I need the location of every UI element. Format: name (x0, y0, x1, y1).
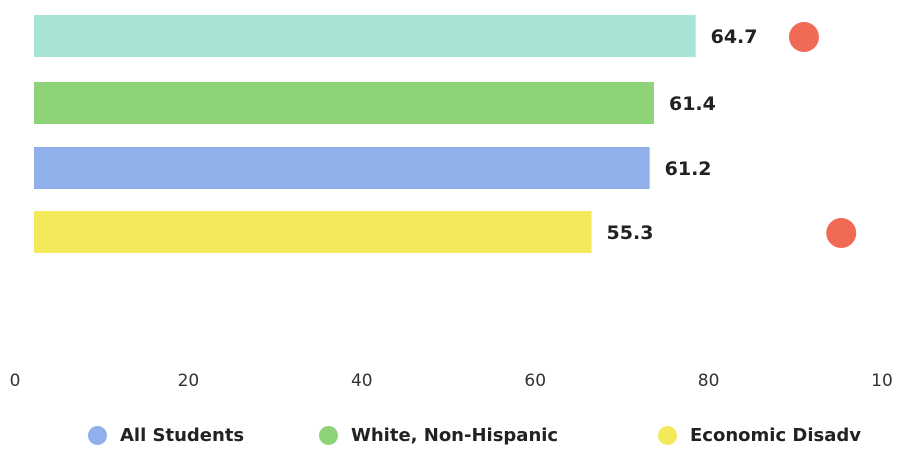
markers-layer (788, 22, 857, 248)
marker-dot-1[interactable] (826, 218, 857, 248)
legend-dot-icon (319, 426, 338, 445)
x-tick-label-1: 20 (178, 371, 200, 391)
bar-value-label-2: 61.2 (665, 158, 712, 180)
bar-0[interactable] (34, 15, 696, 57)
bar-2[interactable] (34, 147, 650, 189)
legend: All Students White, Non-Hispanic Economi… (0, 418, 902, 453)
legend-label: Economic Disadv (690, 425, 861, 446)
legend-item-white-non-hispanic[interactable]: White, Non-Hispanic (319, 425, 558, 446)
bar-chart: 64.7 61.4 61.2 55.3 0 20 40 60 80 10 (10, 15, 893, 391)
x-tick-label-0: 0 (10, 371, 21, 391)
value-labels-layer: 64.7 61.4 61.2 55.3 (607, 26, 758, 244)
bar-1[interactable] (34, 82, 654, 124)
marker-dot-0[interactable] (788, 22, 819, 52)
x-tick-label-5: 10 (871, 371, 893, 391)
bar-value-label-0: 64.7 (711, 26, 758, 48)
x-tick-label-3: 60 (524, 371, 546, 391)
x-tick-label-2: 40 (351, 371, 373, 391)
legend-label: White, Non-Hispanic (351, 425, 559, 446)
legend-dot-icon (88, 426, 107, 445)
legend-dot-icon (658, 426, 677, 445)
bars-layer (34, 15, 696, 253)
x-axis-ticks: 0 20 40 60 80 10 (10, 371, 893, 391)
bar-3[interactable] (34, 211, 592, 253)
bar-value-label-1: 61.4 (669, 93, 716, 115)
bar-value-label-3: 55.3 (607, 222, 654, 244)
legend-item-all-students[interactable]: All Students (88, 425, 244, 446)
legend-item-economic-disadv[interactable]: Economic Disadv (658, 425, 861, 446)
x-tick-label-4: 80 (698, 371, 720, 391)
legend-label: All Students (120, 425, 245, 446)
